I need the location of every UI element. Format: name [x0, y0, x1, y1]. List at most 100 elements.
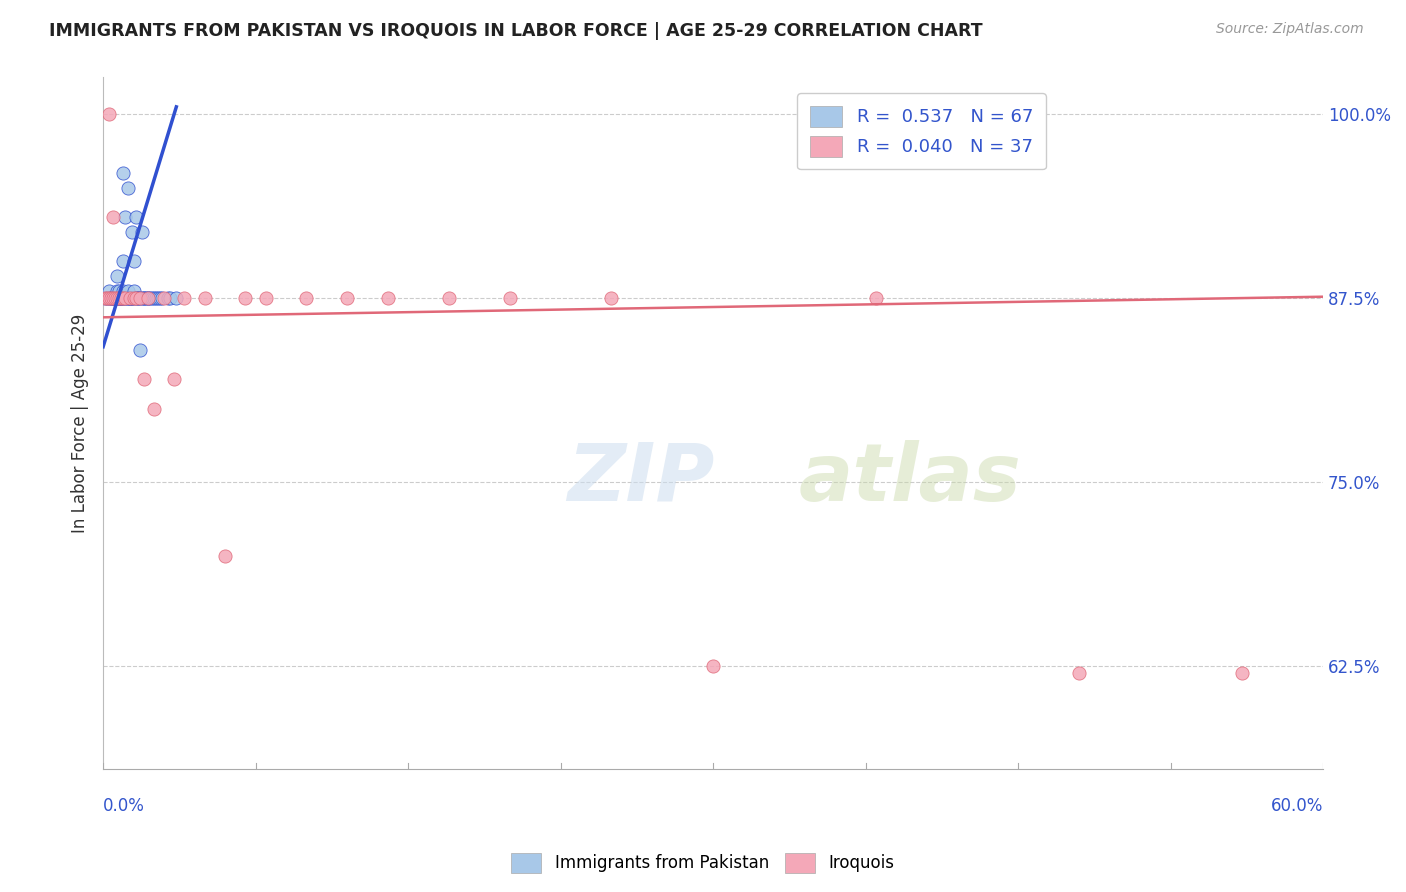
Point	[336, 291, 359, 305]
Point	[132, 372, 155, 386]
Text: 0.0%: 0.0%	[103, 797, 145, 814]
Point	[108, 291, 131, 305]
Point	[112, 291, 135, 305]
Point	[499, 291, 522, 305]
Point	[98, 107, 121, 121]
Point	[163, 372, 186, 386]
Point	[103, 291, 125, 305]
Point	[122, 284, 145, 298]
Point	[149, 291, 172, 305]
Point	[110, 291, 132, 305]
Point	[105, 269, 128, 284]
Point	[100, 291, 122, 305]
Point	[108, 291, 131, 305]
Point	[159, 291, 181, 305]
Point	[104, 291, 127, 305]
Point	[103, 211, 125, 225]
Point	[131, 291, 153, 305]
Point	[141, 291, 163, 305]
Point	[117, 291, 139, 305]
Point	[108, 284, 131, 298]
Point	[136, 291, 159, 305]
Point	[377, 291, 399, 305]
Y-axis label: In Labor Force | Age 25-29: In Labor Force | Age 25-29	[72, 314, 89, 533]
Point	[122, 291, 145, 305]
Legend: Immigrants from Pakistan, Iroquois: Immigrants from Pakistan, Iroquois	[505, 847, 901, 880]
Point	[143, 291, 166, 305]
Point	[131, 225, 153, 239]
Point	[127, 291, 149, 305]
Point	[110, 291, 132, 305]
Point	[124, 291, 146, 305]
Point	[145, 291, 167, 305]
Point	[112, 254, 135, 268]
Point	[117, 291, 139, 305]
Point	[114, 291, 136, 305]
Point	[98, 291, 121, 305]
Point	[136, 291, 159, 305]
Point	[105, 291, 128, 305]
Point	[122, 291, 145, 305]
Point	[94, 291, 117, 305]
Point	[702, 659, 724, 673]
Point	[114, 211, 136, 225]
Point	[295, 291, 318, 305]
Point	[104, 291, 127, 305]
Point	[127, 291, 149, 305]
Point	[98, 284, 121, 298]
Point	[153, 291, 176, 305]
Point	[143, 401, 166, 416]
Point	[114, 291, 136, 305]
Point	[105, 284, 128, 298]
Point	[437, 291, 460, 305]
Point	[1230, 666, 1253, 681]
Text: Source: ZipAtlas.com: Source: ZipAtlas.com	[1216, 22, 1364, 37]
Point	[112, 166, 135, 180]
Text: atlas: atlas	[799, 440, 1021, 517]
Point	[146, 291, 169, 305]
Point	[132, 291, 155, 305]
Point	[135, 291, 157, 305]
Point	[194, 291, 217, 305]
Point	[118, 291, 141, 305]
Point	[121, 225, 143, 239]
Point	[121, 291, 143, 305]
Point	[122, 254, 145, 268]
Point	[105, 291, 128, 305]
Point	[112, 291, 135, 305]
Point	[103, 291, 125, 305]
Point	[254, 291, 277, 305]
Point	[132, 291, 155, 305]
Point	[96, 291, 118, 305]
Text: ZIP: ZIP	[567, 440, 714, 517]
Legend: R =  0.537   N = 67, R =  0.040   N = 37: R = 0.537 N = 67, R = 0.040 N = 37	[797, 94, 1046, 169]
Point	[100, 291, 122, 305]
Point	[157, 291, 180, 305]
Point	[117, 284, 139, 298]
Point	[128, 291, 150, 305]
Point	[136, 291, 159, 305]
Text: 60.0%: 60.0%	[1271, 797, 1323, 814]
Point	[98, 291, 121, 305]
Point	[108, 291, 131, 305]
Point	[139, 291, 162, 305]
Point	[173, 291, 195, 305]
Point	[110, 291, 132, 305]
Point	[235, 291, 257, 305]
Point	[114, 291, 136, 305]
Point	[600, 291, 623, 305]
Point	[124, 211, 146, 225]
Point	[94, 291, 117, 305]
Point	[214, 549, 236, 563]
Point	[100, 291, 122, 305]
Point	[103, 291, 125, 305]
Point	[112, 284, 135, 298]
Point	[104, 291, 127, 305]
Point	[118, 291, 141, 305]
Point	[108, 291, 131, 305]
Point	[165, 291, 187, 305]
Point	[865, 291, 887, 305]
Point	[105, 291, 128, 305]
Point	[110, 291, 132, 305]
Point	[118, 291, 141, 305]
